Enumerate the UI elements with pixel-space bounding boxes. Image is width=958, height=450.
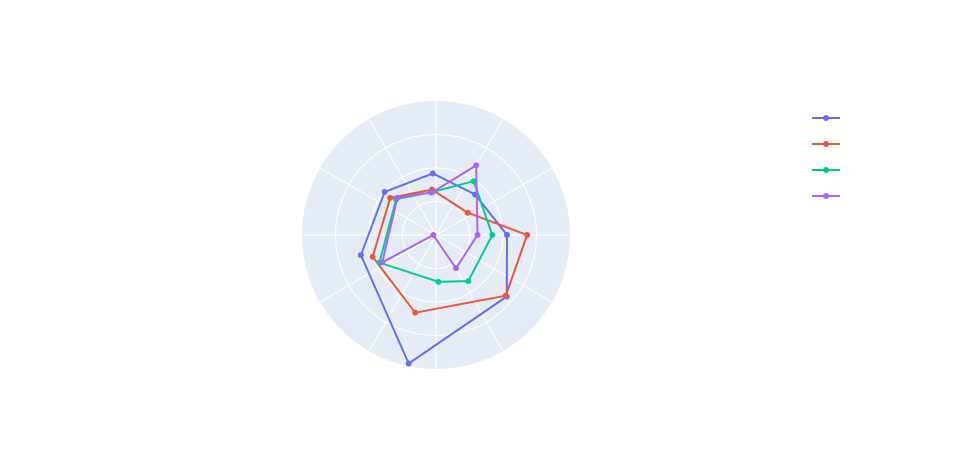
angular-grid-line-330 xyxy=(435,234,553,303)
series-4-point-4 xyxy=(394,194,401,201)
series-2 xyxy=(369,186,531,316)
series-2-point-4 xyxy=(387,194,394,201)
series-4-point-2 xyxy=(473,162,480,169)
series-4-point-7 xyxy=(453,265,460,272)
angular-grid-line-30 xyxy=(435,167,553,236)
series-4 xyxy=(379,162,481,272)
series-4-point-3 xyxy=(429,189,436,196)
series-1-point-6 xyxy=(405,360,412,367)
series-2-point-6 xyxy=(412,309,419,316)
legend[interactable] xyxy=(812,115,840,199)
legend-item-2[interactable] xyxy=(812,141,840,147)
series-4-point-5 xyxy=(379,259,386,266)
series-2-point-2 xyxy=(464,209,471,216)
series-3-point-6 xyxy=(435,278,442,285)
series-3-point-2 xyxy=(470,178,477,185)
angular-grid-line-60 xyxy=(435,118,504,236)
series-layer xyxy=(357,162,531,367)
series-1-point-5 xyxy=(357,252,364,259)
legend-item-1[interactable] xyxy=(812,115,840,121)
angular-grid-line-240 xyxy=(368,234,437,352)
legend-item-3[interactable] xyxy=(812,167,840,173)
legend-item-2-marker xyxy=(823,141,829,147)
series-1-point-3 xyxy=(429,170,436,177)
legend-item-1-marker xyxy=(823,115,829,121)
series-3-point-7 xyxy=(465,278,472,285)
series-3-line xyxy=(378,180,494,283)
series-4-point-6 xyxy=(430,232,437,238)
series-2-line xyxy=(371,188,529,314)
angular-grid-line-150 xyxy=(319,167,437,236)
series-1-line xyxy=(359,172,508,365)
series-1-point-4 xyxy=(381,188,388,195)
legend-item-4-marker xyxy=(823,193,829,199)
legend-item-3-marker xyxy=(823,167,829,173)
angular-grid-line-210 xyxy=(319,234,437,303)
series-2-point-7 xyxy=(502,292,509,299)
series-3-point-1 xyxy=(489,232,496,238)
series-4-line xyxy=(381,164,479,270)
angular-grid-line-120 xyxy=(368,118,437,236)
legend-item-4[interactable] xyxy=(812,193,840,199)
series-1-point-1 xyxy=(504,232,511,238)
series-2-point-1 xyxy=(524,232,531,238)
series-4-point-1 xyxy=(474,232,481,238)
series-2-point-5 xyxy=(369,253,376,260)
